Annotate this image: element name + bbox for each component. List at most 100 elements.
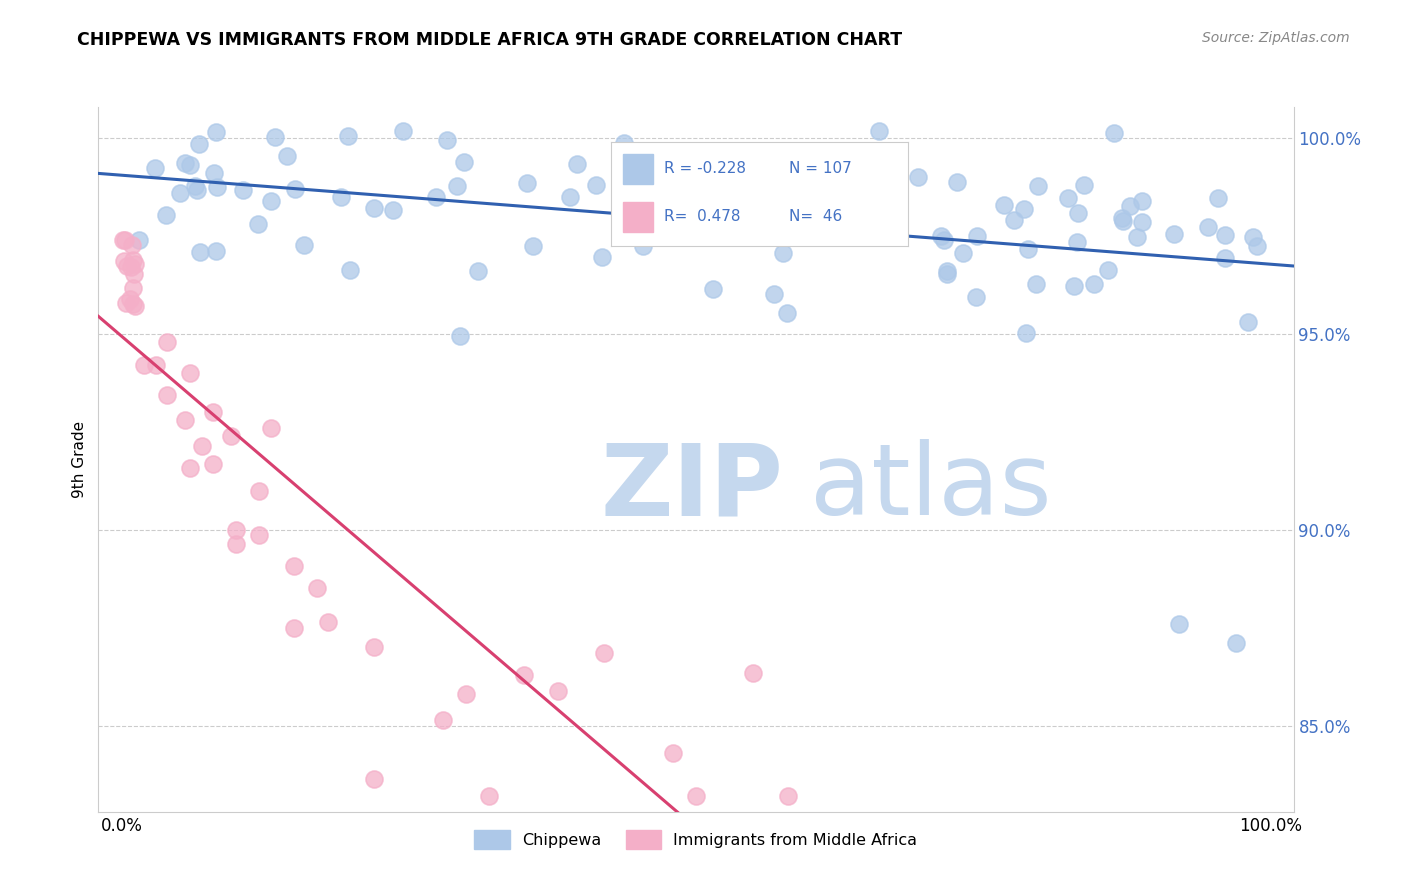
Point bbox=[709, 214, 731, 228]
Point bbox=[744, 208, 766, 222]
Point bbox=[191, 439, 214, 453]
Point bbox=[112, 254, 135, 268]
Text: R = -0.228: R = -0.228 bbox=[665, 161, 747, 177]
Point bbox=[946, 175, 969, 189]
Point bbox=[330, 190, 353, 204]
Point bbox=[316, 615, 339, 629]
Point bbox=[205, 125, 228, 139]
Point bbox=[121, 297, 143, 311]
Point bbox=[246, 217, 269, 231]
Point bbox=[114, 296, 136, 310]
Point bbox=[305, 581, 328, 595]
Point bbox=[907, 169, 929, 184]
Point bbox=[155, 208, 177, 222]
Point bbox=[1130, 194, 1153, 209]
Point bbox=[260, 194, 283, 209]
Point bbox=[1197, 219, 1219, 234]
Point bbox=[702, 281, 724, 295]
Point bbox=[763, 287, 786, 301]
Point bbox=[662, 746, 685, 760]
Text: ZIP: ZIP bbox=[600, 439, 783, 536]
Point bbox=[124, 256, 146, 270]
Point bbox=[449, 329, 471, 343]
Point bbox=[1066, 235, 1088, 249]
Point bbox=[124, 299, 146, 313]
Point bbox=[179, 366, 201, 380]
Bar bbox=[623, 202, 652, 232]
Point bbox=[134, 358, 156, 372]
Point bbox=[446, 179, 468, 194]
Point bbox=[935, 267, 957, 281]
Point bbox=[425, 190, 447, 204]
Point bbox=[232, 183, 254, 197]
Point bbox=[225, 523, 247, 537]
Legend: Chippewa, Immigrants from Middle Africa: Chippewa, Immigrants from Middle Africa bbox=[467, 822, 925, 856]
Point bbox=[1017, 242, 1039, 256]
Point bbox=[1025, 277, 1047, 292]
Point bbox=[1026, 179, 1049, 194]
Point bbox=[156, 388, 179, 402]
Point bbox=[1241, 230, 1264, 244]
Point bbox=[1163, 227, 1185, 242]
Point bbox=[547, 683, 569, 698]
Point bbox=[666, 170, 689, 185]
Y-axis label: 9th Grade: 9th Grade bbox=[72, 421, 87, 498]
Point bbox=[1063, 279, 1085, 293]
Point bbox=[1056, 191, 1078, 205]
Point bbox=[1067, 206, 1090, 220]
Point bbox=[382, 203, 405, 218]
Point bbox=[742, 665, 765, 680]
Point bbox=[1167, 616, 1189, 631]
Point bbox=[1097, 263, 1119, 277]
Point bbox=[778, 222, 800, 236]
Point bbox=[284, 182, 307, 196]
Point bbox=[797, 200, 820, 214]
Point bbox=[247, 527, 270, 541]
Point bbox=[292, 238, 315, 252]
Text: R=  0.478: R= 0.478 bbox=[665, 210, 741, 225]
Point bbox=[676, 228, 699, 243]
Point bbox=[585, 178, 607, 193]
Point bbox=[593, 646, 616, 660]
Point bbox=[247, 483, 270, 498]
Point bbox=[179, 461, 201, 475]
Point bbox=[363, 640, 385, 655]
Point bbox=[1112, 214, 1135, 228]
Point bbox=[631, 239, 654, 253]
Point bbox=[1002, 212, 1025, 227]
Point bbox=[114, 233, 136, 247]
Point bbox=[522, 239, 544, 253]
Point bbox=[225, 537, 247, 551]
Point bbox=[145, 358, 167, 372]
Point bbox=[219, 429, 242, 443]
Point bbox=[1015, 326, 1038, 340]
Point bbox=[868, 123, 890, 137]
Point bbox=[186, 183, 208, 197]
Text: N=  46: N= 46 bbox=[789, 210, 842, 225]
Point bbox=[120, 292, 142, 306]
Point bbox=[392, 123, 415, 137]
Point bbox=[621, 225, 644, 239]
Point bbox=[1215, 227, 1237, 242]
Point bbox=[929, 229, 952, 244]
Point bbox=[682, 147, 704, 161]
Point bbox=[776, 306, 799, 320]
Point bbox=[772, 246, 794, 260]
Point bbox=[685, 789, 707, 803]
Point bbox=[453, 154, 475, 169]
Point bbox=[737, 227, 759, 241]
Point bbox=[121, 238, 143, 252]
Point bbox=[887, 177, 910, 191]
Point bbox=[846, 147, 869, 161]
Point bbox=[1225, 636, 1247, 650]
Point bbox=[432, 714, 454, 728]
Point bbox=[205, 179, 228, 194]
Point bbox=[188, 244, 211, 259]
Point bbox=[1246, 239, 1268, 253]
Point bbox=[842, 188, 865, 202]
Point bbox=[260, 420, 283, 434]
Point bbox=[173, 413, 195, 427]
Point bbox=[932, 234, 955, 248]
Point bbox=[143, 161, 166, 175]
Text: Source: ZipAtlas.com: Source: ZipAtlas.com bbox=[1202, 31, 1350, 45]
